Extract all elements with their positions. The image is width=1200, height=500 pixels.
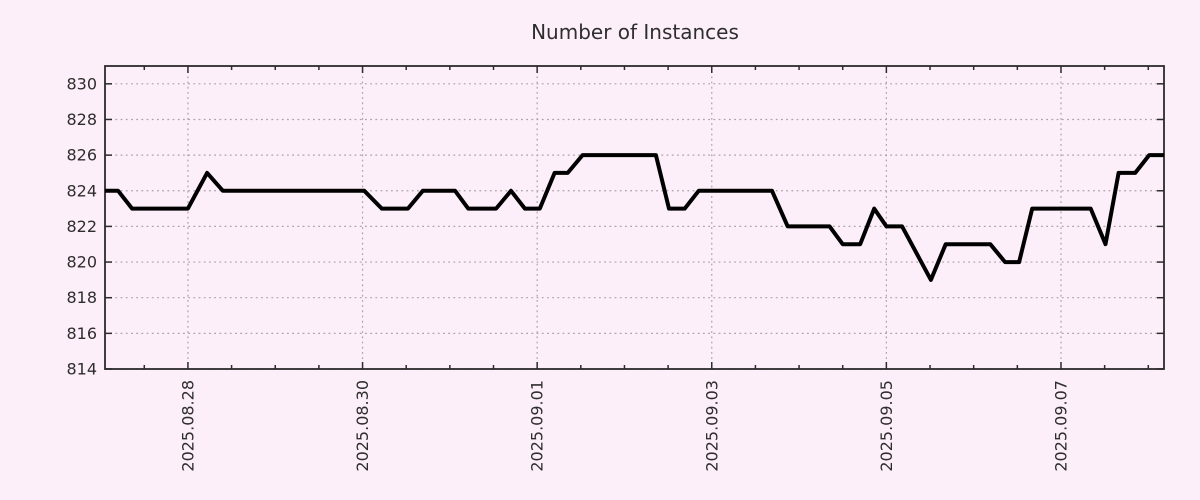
y-tick-label: 816 xyxy=(66,324,97,343)
plot-border xyxy=(104,65,1165,370)
gridlines xyxy=(105,66,1164,370)
y-tick-label: 818 xyxy=(66,288,97,307)
y-tick-label: 820 xyxy=(66,253,97,272)
y-tick-label: 830 xyxy=(66,74,97,93)
x-tick-labels: 2025.08.28 2025.08.30 2025.09.01 2025.09.03… xyxy=(178,380,1070,472)
y-tick-labels: 814 816 818 820 822 824 826 828 830 xyxy=(66,74,97,378)
y-tick-label: 822 xyxy=(66,217,97,236)
x-tick-label: 2025.08.30 xyxy=(353,380,372,472)
x-tick-label: 2025.09.01 xyxy=(528,380,547,472)
y-tick-label: 824 xyxy=(66,181,97,200)
data-line xyxy=(105,153,1164,282)
y-tick-label: 814 xyxy=(66,360,97,379)
x-tick-label: 2025.08.28 xyxy=(178,380,197,472)
border-rect xyxy=(104,65,1165,370)
y-tick-label: 828 xyxy=(66,110,97,129)
x-tick-label: 2025.09.05 xyxy=(877,380,896,472)
x-tick-label: 2025.09.07 xyxy=(1051,380,1070,472)
y-tick-label: 826 xyxy=(66,146,97,165)
x-tick-label: 2025.09.03 xyxy=(702,380,721,472)
chart-title: Number of Instances xyxy=(531,20,739,44)
series-instances xyxy=(105,153,1164,282)
axis-ticks xyxy=(105,66,1164,370)
